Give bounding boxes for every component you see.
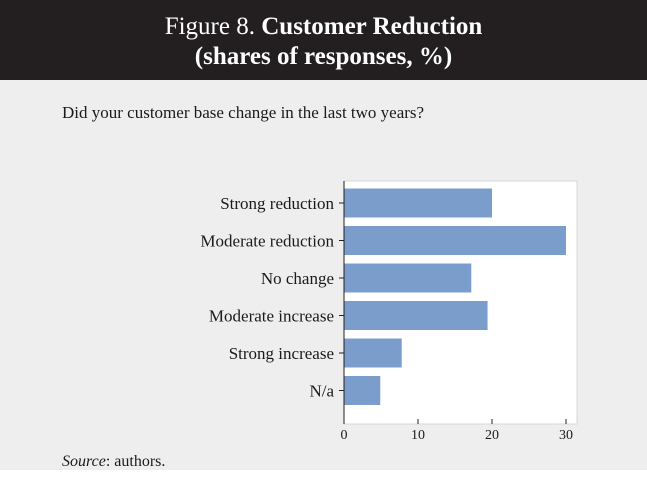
source-label: Source [62,453,106,470]
source-note: Source: authors. [62,453,165,471]
figure-panel: Figure 8. Customer Reduction (shares of … [0,0,647,470]
category-label: Moderate reduction [200,232,334,251]
category-label: Moderate increase [209,307,334,326]
figure-number: Figure 8. [164,13,255,40]
category-label: N/a [309,382,334,401]
bar-moderate-reduction [344,226,566,255]
x-tick-label: 30 [559,428,573,443]
category-label: No change [261,269,334,288]
figure-title: Figure 8. Customer Reduction [0,12,647,42]
survey-question: Did your customer base change in the las… [62,103,425,122]
bar-strong-increase [344,338,402,368]
figure-title-text: Customer Reduction [261,13,483,40]
bar-moderate-increase [344,301,488,330]
x-tick-label: 20 [485,428,499,443]
x-tick-label: 0 [341,428,348,443]
x-tick-label: 10 [411,428,425,443]
bar-n-a [344,376,381,405]
category-label: Strong reduction [220,194,334,213]
figure-subtitle: (shares of responses, %) [194,43,453,70]
figure-header: Figure 8. Customer Reduction (shares of … [0,0,647,80]
category-label: Strong increase [229,344,334,363]
bar-chart: Strong reduction Moderate reduction No cha… [200,180,578,443]
source-text: : authors. [105,453,166,470]
bar-strong-reduction [344,188,492,218]
bar-no-change [344,263,472,293]
